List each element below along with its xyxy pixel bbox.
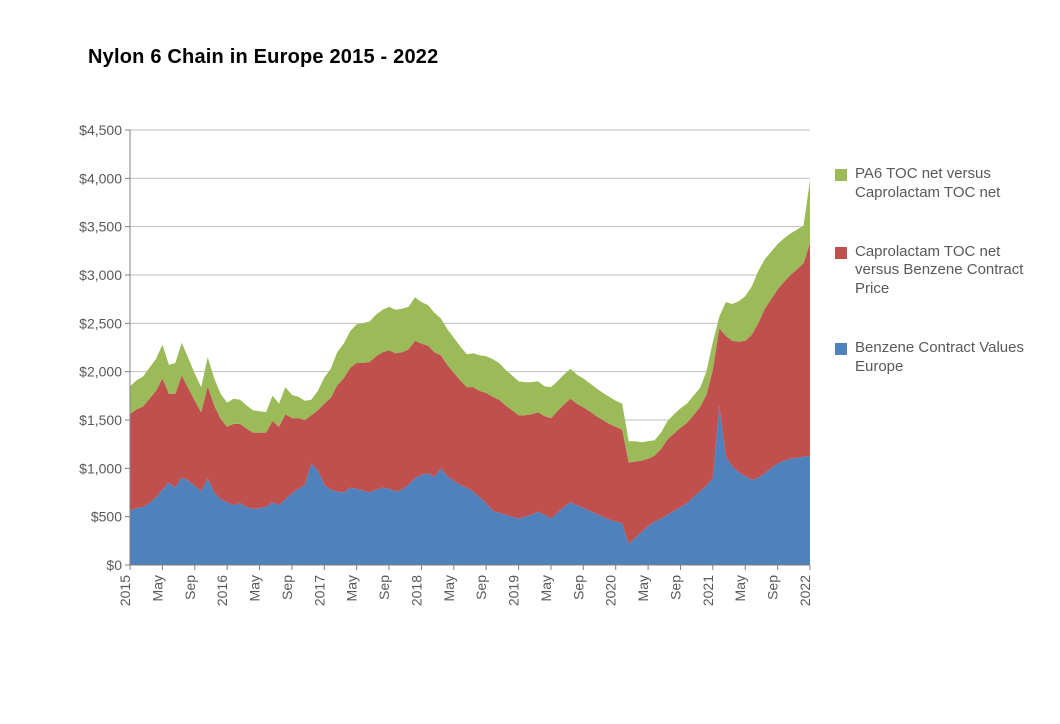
legend-label: Caprolactam TOC net versus Benzene Contr… [855, 243, 1045, 299]
legend: PA6 TOC net versus Caprolactam TOC net Ca… [835, 165, 1045, 416]
svg-text:2015: 2015 [117, 575, 133, 606]
svg-text:$2,500: $2,500 [79, 315, 122, 331]
svg-text:Sep: Sep [182, 575, 198, 600]
svg-text:2018: 2018 [408, 575, 424, 606]
svg-text:Sep: Sep [473, 575, 489, 600]
svg-text:May: May [635, 575, 651, 601]
svg-text:$3,000: $3,000 [79, 267, 122, 283]
legend-item: PA6 TOC net versus Caprolactam TOC net [835, 165, 1045, 203]
svg-text:May: May [344, 575, 360, 601]
svg-text:Sep: Sep [765, 575, 781, 600]
legend-item: Benzene Contract Values Europe [835, 339, 1045, 377]
svg-text:2021: 2021 [700, 575, 716, 606]
chart-container: $0 $500 $1,000 $1,500 $2,000 $2,500 $3,000 $3,5… [60, 120, 820, 660]
svg-text:May: May [149, 575, 165, 601]
legend-swatch [835, 247, 847, 259]
svg-text:Sep: Sep [376, 575, 392, 600]
svg-text:$1,500: $1,500 [79, 412, 122, 428]
legend-swatch [835, 169, 847, 181]
svg-text:$4,000: $4,000 [79, 170, 122, 186]
svg-text:Sep: Sep [570, 575, 586, 600]
legend-label: PA6 TOC net versus Caprolactam TOC net [855, 165, 1045, 203]
svg-text:May: May [441, 575, 457, 601]
stacked-area-chart: $0 $500 $1,000 $1,500 $2,000 $2,500 $3,000 $3,5… [60, 120, 820, 660]
svg-text:2022: 2022 [797, 575, 813, 606]
svg-text:2020: 2020 [603, 575, 619, 606]
svg-text:$4,500: $4,500 [79, 122, 122, 138]
svg-text:$0: $0 [106, 557, 122, 573]
legend-item: Caprolactam TOC net versus Benzene Contr… [835, 243, 1045, 299]
legend-swatch [835, 343, 847, 355]
svg-text:$500: $500 [91, 509, 122, 525]
svg-text:May: May [538, 575, 554, 601]
legend-label: Benzene Contract Values Europe [855, 339, 1045, 377]
svg-text:May: May [732, 575, 748, 601]
svg-text:Sep: Sep [279, 575, 295, 600]
svg-text:2017: 2017 [311, 575, 327, 606]
svg-text:2019: 2019 [506, 575, 522, 606]
svg-text:$3,500: $3,500 [79, 219, 122, 235]
svg-text:Sep: Sep [667, 575, 683, 600]
svg-text:$1,000: $1,000 [79, 460, 122, 476]
svg-text:$2,000: $2,000 [79, 364, 122, 380]
svg-text:May: May [247, 575, 263, 601]
page-title: Nylon 6 Chain in Europe 2015 - 2022 [88, 46, 438, 69]
svg-text:2016: 2016 [214, 575, 230, 606]
chart-root: Nylon 6 Chain in Europe 2015 - 2022 $0 $5… [0, 0, 1060, 724]
